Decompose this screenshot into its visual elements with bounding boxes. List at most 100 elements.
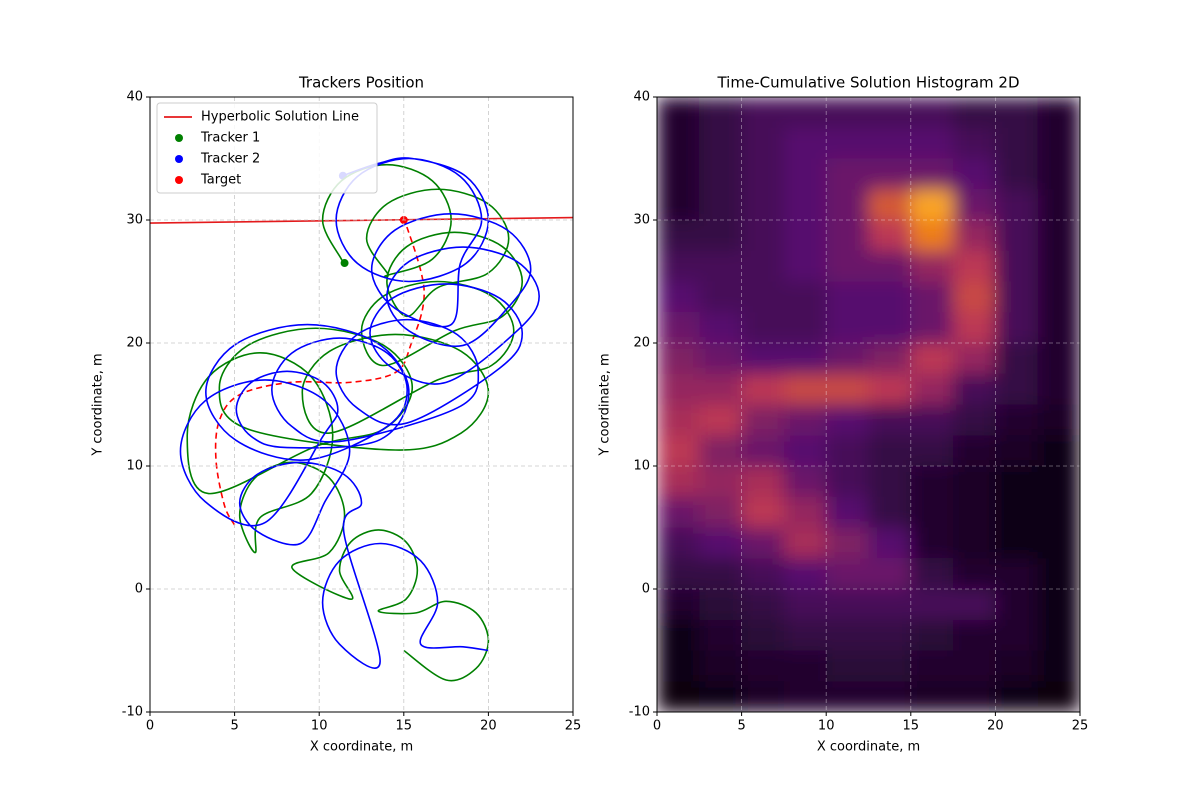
heatmap-cell [699,281,743,313]
x-tick-label: 10 [818,719,835,734]
heatmap-cell [868,189,912,221]
heatmap-cell [1037,496,1080,528]
heatmap-cell [953,312,996,344]
heatmap-cell [995,127,1039,159]
heatmap-cell [657,527,700,559]
heatmap-cell [910,681,954,712]
heatmap-cell [910,650,954,682]
heatmap-cell [699,127,743,159]
heatmap-cell [826,158,869,190]
heatmap-cell [783,466,827,498]
heatmap-cell [783,312,827,344]
heatmap-cell [1037,158,1080,190]
heatmap-cell [741,496,785,528]
heatmap-cell [699,466,743,498]
heatmap-cell [910,343,954,375]
heatmap-cell [741,466,785,498]
x-axis-label: X coordinate, m [817,740,920,755]
heatmap-cell [826,619,869,651]
heatmap-cell [910,158,954,190]
heatmap-cell [868,404,912,436]
heatmap-cell [995,158,1039,190]
heatmap-cell [868,435,912,467]
heatmap-cell [826,373,869,405]
heatmap-cell [741,281,785,313]
heatmap-cell [657,435,700,467]
heatmap-cell [953,589,996,621]
heatmap-cell [657,373,700,405]
heatmap-cell [741,189,785,221]
y-tick-label: 20 [126,336,143,351]
heatmap-cell [910,527,954,559]
heatmap-cell [995,496,1039,528]
heatmap-cell [868,250,912,282]
heatmap-cell [657,127,700,159]
legend-box [156,102,378,194]
heatmap-cell [783,619,827,651]
heatmap-cell [995,558,1039,590]
heatmap-cell [657,250,700,282]
x-tick-label: 25 [565,719,582,734]
heatmap-cell [868,466,912,498]
x-tick-label: 10 [311,719,328,734]
heatmap-cell [657,312,700,344]
trajectory-line [179,157,540,669]
heatmap-cell [826,343,869,375]
heatmap-cell [995,281,1039,313]
heatmap-cell [826,312,869,344]
heatmap-cell [826,681,869,712]
heatmap-cell [910,558,954,590]
heatmap-cell [995,312,1039,344]
axes-frame [656,96,1081,713]
heatmap-cell [826,404,869,436]
heatmap-cell [868,650,912,682]
heatmap-cell [1037,650,1080,682]
x-tick-label: 20 [987,719,1004,734]
y-tick-label: 40 [633,90,650,105]
y-tick-label: 10 [126,459,143,474]
heatmap-cell [826,220,869,252]
heatmap-cell [741,589,785,621]
heatmap-cell [995,681,1039,712]
heatmap-cell [741,650,785,682]
legend-label: Target [200,173,241,188]
heatmap-cell [699,189,743,221]
chart-title: Trackers Position [298,74,424,92]
heatmap-cell [953,681,996,712]
heatmap-cell [657,681,700,712]
heatmap-cell [953,281,996,313]
heatmap-cell [657,496,700,528]
heatmap-cell [741,220,785,252]
heatmap-cell [783,127,827,159]
heatmap-cell [868,220,912,252]
heatmap-cell [953,558,996,590]
heatmap-cell [657,619,700,651]
y-tick-label: 30 [126,213,143,228]
x-axis-label: X coordinate, m [310,740,413,755]
heatmap-cell [995,343,1039,375]
heatmap-cell [910,619,954,651]
heatmap-cell [699,97,743,129]
heatmap-cell [1037,281,1080,313]
heatmap-cell [868,527,912,559]
heatmap-cells [657,97,1080,712]
heatmap-cell [783,97,827,129]
trajectory-line [214,217,425,526]
heatmap-cell [826,127,869,159]
heatmap-cell [868,558,912,590]
heatmap-cell [953,97,996,129]
y-tick-label: 0 [642,582,650,597]
heatmap-cell [1037,466,1080,498]
heatmap-cell [1037,589,1080,621]
heatmap-cell [741,681,785,712]
heatmap-cell [699,220,743,252]
y-tick-label: 0 [135,582,143,597]
heatmap-cell [1037,404,1080,436]
heatmap-cell [741,435,785,467]
heatmap-cell [699,527,743,559]
heatmap-cell [783,250,827,282]
heatmap-cell [783,681,827,712]
heatmap-cell [1037,527,1080,559]
y-tick-label: -10 [122,705,143,720]
